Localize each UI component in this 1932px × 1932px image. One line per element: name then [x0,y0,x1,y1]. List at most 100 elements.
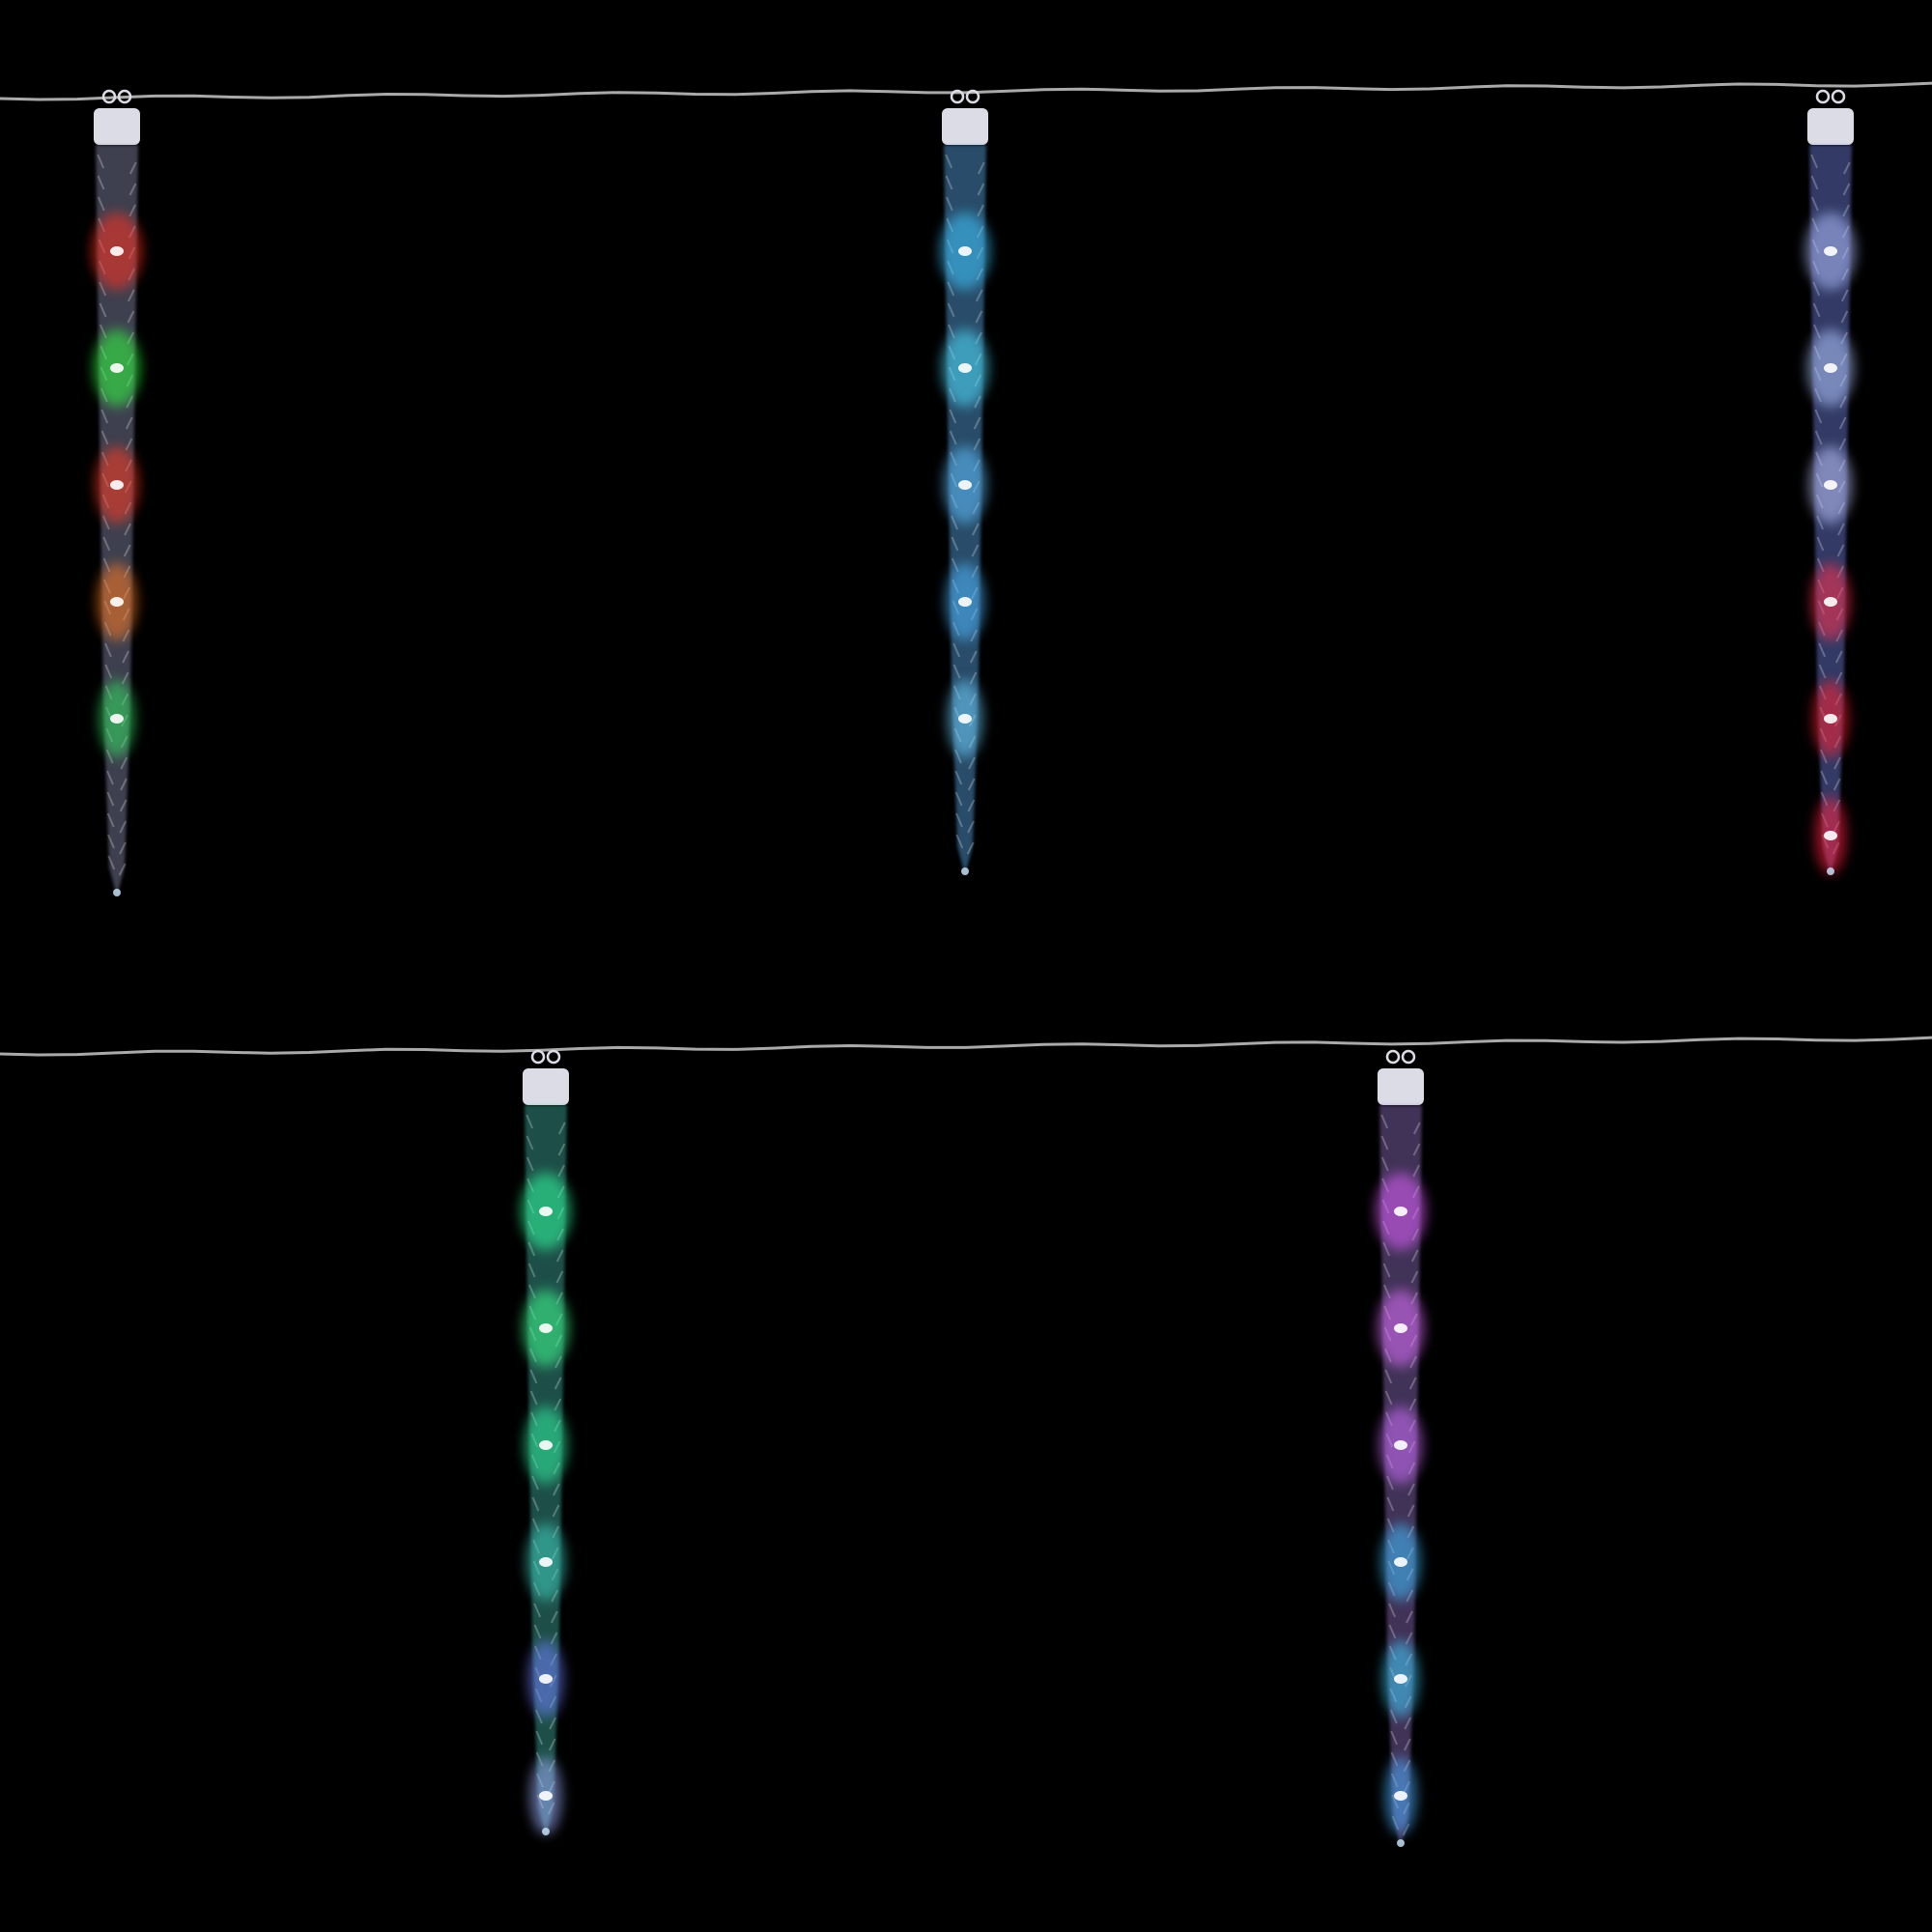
facet [527,1263,536,1278]
facet [975,289,983,302]
facet [1816,536,1825,552]
led [1824,831,1837,840]
facet [531,1475,540,1491]
facet [972,523,980,536]
led [110,597,124,607]
led [958,714,972,724]
facet [1842,161,1851,175]
facet [557,1143,566,1156]
led [110,246,124,256]
facet [125,438,133,451]
led [958,597,972,607]
facet [1842,204,1851,217]
facet [1403,1738,1411,1751]
facet [128,183,137,196]
facet [1410,1270,1419,1284]
facet [1384,1369,1393,1384]
led [1394,1207,1407,1216]
icicle-tip [113,889,121,896]
facet [968,756,976,770]
facet [1812,281,1821,297]
facet [119,841,127,855]
facet [973,438,981,451]
icicle-tip [1827,867,1834,875]
facet [119,820,128,834]
facet [531,1496,540,1512]
facet [1818,664,1827,679]
facet [1410,1249,1419,1263]
icicle-cap [1378,1068,1424,1105]
facet [526,1114,534,1129]
facet [955,812,963,828]
facet [947,281,955,297]
facet [1405,1632,1413,1645]
led [1824,363,1837,373]
facet [1408,1398,1417,1411]
led [1824,597,1837,607]
led [539,1207,553,1216]
facet [1412,1143,1421,1156]
icicle-cap [942,108,988,145]
facet [124,523,131,536]
hook [1831,89,1846,104]
wire-1 [0,81,1932,101]
hook [530,1049,546,1065]
facet [1818,642,1827,658]
icicles [91,89,1857,1847]
facet [954,791,963,807]
facet [104,642,112,658]
hook [117,89,132,104]
facet [1404,1717,1412,1730]
facet [1388,1603,1396,1618]
facet [1814,430,1823,445]
facet [97,154,105,169]
facet [122,650,129,664]
icicle-tip [542,1828,550,1835]
led [958,246,972,256]
facet [1810,175,1819,190]
facet [967,820,975,834]
facet [951,536,959,552]
facet [555,1249,564,1263]
led [1824,714,1837,724]
led [539,1674,553,1684]
facet [107,855,116,870]
facet [954,770,963,785]
hook [1401,1049,1416,1065]
icicle-tip [961,867,969,875]
icicle-cap [94,108,140,145]
facet [118,863,127,876]
facet [549,1717,556,1730]
facet [529,1369,538,1384]
hook [1815,89,1831,104]
led [110,363,124,373]
facet [527,1241,536,1257]
facet [102,515,110,530]
facet [977,204,985,217]
facet [1382,1263,1391,1278]
facet [1408,1377,1417,1390]
facet [1842,183,1851,196]
facet [945,154,953,169]
facet [119,799,128,812]
facet [128,204,137,217]
led [1394,1440,1407,1450]
led [958,480,972,490]
facet [977,183,985,196]
facet [955,834,964,849]
hook [965,89,980,104]
facet [526,1135,534,1151]
facet [1380,1135,1389,1151]
facet [1388,1624,1397,1639]
led [1394,1557,1407,1567]
facet [106,812,115,828]
facet [967,778,976,791]
facet [1814,409,1823,424]
led [1394,1323,1407,1333]
icicle-tip [1397,1839,1405,1847]
facet [99,302,107,318]
facet [1382,1241,1391,1257]
facet [120,778,128,791]
facet [1833,756,1841,770]
